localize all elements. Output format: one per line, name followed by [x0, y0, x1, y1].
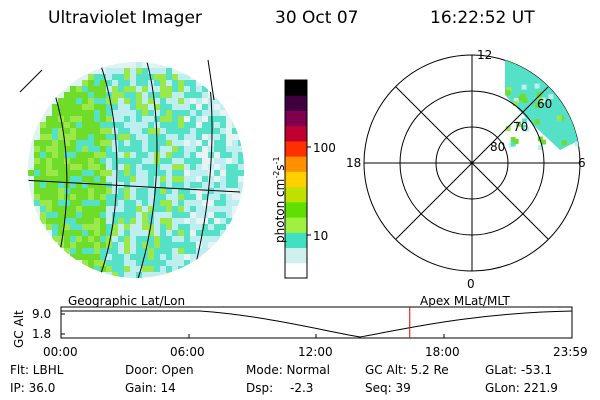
dsp-info-label: Dsp: — [246, 381, 274, 395]
orbit-altitude-plot — [60, 306, 573, 339]
orbit-xtick-label: 00:00 — [43, 345, 78, 359]
observation-time: 16:22:52 UT — [430, 8, 535, 28]
mlat-label-60: 60 — [537, 97, 553, 111]
earth-globe-image — [19, 59, 244, 278]
instrument-title: Ultraviolet Imager — [48, 8, 202, 28]
colorbar-stripe — [285, 262, 307, 279]
polar-mlat-mlt-plot — [363, 54, 581, 272]
colorbar-stripe — [285, 217, 307, 233]
colorbar-tick-label: 10 — [313, 229, 329, 243]
dsp-info-value: -2.3 — [290, 381, 314, 395]
colorbar-stripe — [285, 80, 307, 96]
colorbar-stripe — [285, 201, 307, 218]
colorbar-stripe — [285, 171, 307, 188]
colorbar-unit-label: photon cm-2s-1 — [272, 156, 287, 243]
mlat-label-70: 70 — [513, 120, 529, 134]
orbit-ytick-label: 1.8 — [32, 327, 52, 341]
filter-info: Flt: LBHL — [10, 363, 64, 377]
door-info: Door: Open — [125, 363, 194, 377]
mlt-label-0: 0 — [467, 277, 475, 291]
color-scale-bar — [284, 79, 311, 279]
orbit-xtick-label: 18:00 — [425, 345, 460, 359]
mlt-label-18: 18 — [346, 156, 362, 170]
glat-info: GLat: -53.1 — [485, 363, 552, 377]
mlt-label-6: 6 — [578, 156, 586, 170]
orbit-xtick-label: 06:00 — [170, 345, 205, 359]
glon-info: GLon: 221.9 — [485, 381, 558, 395]
meridian-line — [207, 59, 215, 101]
orbit-y-axis-label: GC Alt — [12, 310, 26, 348]
gain-info: Gain: 14 — [125, 381, 176, 395]
colorbar-stripe — [285, 232, 307, 249]
orbit-xtick-label: 12:00 — [298, 345, 333, 359]
colorbar-stripe — [285, 110, 307, 127]
colorbar-stripe — [285, 95, 307, 111]
colorbar-tick-label: 100 — [313, 141, 336, 155]
meridian-line — [129, 62, 158, 278]
colorbar-stripe — [285, 247, 307, 264]
observation-date: 30 Oct 07 — [275, 8, 359, 28]
colorbar-stripe — [285, 125, 307, 142]
polar-projection-label: Apex MLat/MLT — [420, 294, 510, 308]
altitude-curve — [61, 310, 573, 338]
mlat-label-80: 80 — [490, 140, 506, 154]
orbit-ytick-label: 9.0 — [32, 307, 52, 321]
orbit-xtick-label: 23:59 — [553, 345, 588, 359]
gc-alt-info: GC Alt: 5.2 Re — [365, 363, 449, 377]
colorbar-stripe — [285, 186, 307, 203]
meridian-line — [19, 69, 43, 93]
latitude-line — [28, 179, 241, 193]
ip-info: IP: 36.0 — [10, 381, 56, 395]
sequence-info: Seq: 39 — [365, 381, 411, 395]
colorbar-stripe — [285, 140, 307, 157]
mode-info: Mode: Normal — [246, 363, 330, 377]
meridian-line — [89, 62, 118, 278]
globe-projection-label: Geographic Lat/Lon — [68, 294, 186, 308]
mlt-label-12: 12 — [477, 48, 493, 62]
colorbar-stripe — [285, 156, 307, 172]
